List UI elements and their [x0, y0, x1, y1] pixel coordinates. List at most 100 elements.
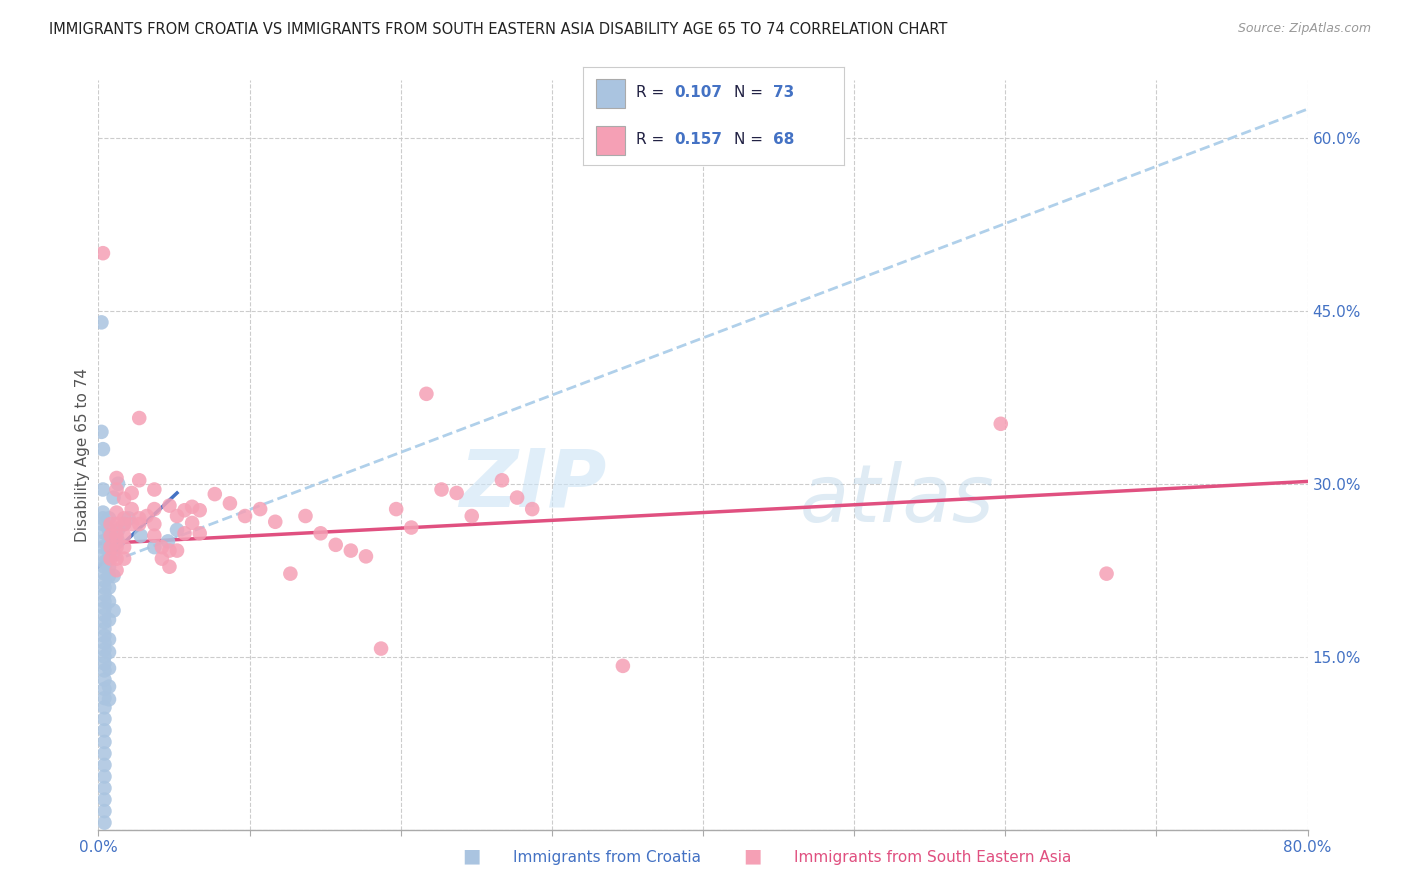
Point — [385, 502, 408, 516]
Point — [159, 499, 181, 513]
Point — [98, 537, 121, 551]
Point — [93, 735, 115, 749]
Point — [325, 538, 347, 552]
Point — [105, 540, 128, 554]
Point — [93, 747, 115, 761]
Point — [156, 534, 179, 549]
Point — [93, 594, 115, 608]
Text: R =: R = — [636, 132, 669, 147]
Point — [93, 723, 115, 738]
Point — [100, 551, 122, 566]
Text: atlas: atlas — [800, 461, 994, 539]
Point — [415, 387, 437, 401]
Point — [990, 417, 1012, 431]
Point — [98, 511, 121, 525]
Point — [219, 496, 242, 510]
Point — [121, 486, 143, 500]
Point — [98, 559, 121, 574]
Point — [98, 680, 121, 694]
Point — [93, 804, 115, 818]
Point — [91, 483, 114, 497]
Point — [93, 691, 115, 706]
Point — [121, 517, 143, 532]
Point — [233, 508, 256, 523]
Point — [446, 486, 468, 500]
Point — [93, 780, 115, 795]
Text: 0.107: 0.107 — [675, 85, 723, 100]
Point — [93, 758, 115, 772]
Point — [91, 246, 114, 260]
Point — [112, 528, 135, 542]
Point — [90, 425, 112, 439]
Point — [93, 642, 115, 657]
Point — [105, 551, 128, 566]
Point — [98, 530, 121, 544]
Point — [91, 525, 114, 540]
Point — [135, 508, 157, 523]
Point — [98, 645, 121, 659]
Point — [103, 491, 125, 505]
Point — [103, 569, 125, 583]
Point — [159, 559, 181, 574]
Point — [461, 508, 484, 523]
Point — [93, 555, 115, 569]
Point — [143, 517, 166, 532]
Point — [112, 551, 135, 566]
Text: ■: ■ — [742, 847, 762, 865]
Point — [118, 511, 141, 525]
Point — [128, 511, 150, 525]
Point — [103, 527, 125, 541]
Point — [93, 615, 115, 629]
Point — [93, 815, 115, 830]
Point — [100, 540, 122, 554]
Point — [112, 540, 135, 554]
Point — [98, 632, 121, 647]
Point — [143, 483, 166, 497]
Point — [370, 641, 392, 656]
Point — [93, 681, 115, 696]
Point — [188, 503, 211, 517]
Text: ZIP: ZIP — [458, 446, 606, 524]
Point — [93, 581, 115, 595]
Point — [93, 664, 115, 678]
FancyBboxPatch shape — [596, 126, 626, 155]
Point — [98, 613, 121, 627]
FancyBboxPatch shape — [596, 78, 626, 108]
Point — [506, 491, 529, 505]
Point — [166, 543, 188, 558]
Point — [159, 543, 181, 558]
Point — [143, 502, 166, 516]
Point — [166, 508, 188, 523]
Point — [93, 700, 115, 714]
Point — [143, 528, 166, 542]
Point — [93, 622, 115, 636]
Point — [105, 517, 128, 532]
Point — [188, 526, 211, 541]
Point — [103, 603, 125, 617]
Point — [93, 673, 115, 687]
Point — [98, 550, 121, 565]
Point — [612, 658, 634, 673]
Point — [128, 411, 150, 425]
Point — [105, 483, 128, 497]
Point — [98, 543, 121, 558]
Point — [91, 548, 114, 562]
Point — [150, 551, 173, 566]
Text: 0.157: 0.157 — [675, 132, 723, 147]
Point — [105, 528, 128, 542]
Point — [98, 569, 121, 583]
Point — [309, 526, 332, 541]
Point — [204, 487, 226, 501]
Point — [181, 516, 204, 530]
Point — [91, 517, 114, 532]
Point — [98, 581, 121, 595]
Point — [128, 517, 150, 532]
Point — [249, 502, 271, 516]
Point — [112, 511, 135, 525]
Point — [93, 712, 115, 726]
Point — [100, 528, 122, 542]
Point — [98, 523, 121, 537]
Point — [91, 540, 114, 554]
Point — [100, 517, 122, 532]
Text: IMMIGRANTS FROM CROATIA VS IMMIGRANTS FROM SOUTH EASTERN ASIA DISABILITY AGE 65 : IMMIGRANTS FROM CROATIA VS IMMIGRANTS FR… — [49, 22, 948, 37]
